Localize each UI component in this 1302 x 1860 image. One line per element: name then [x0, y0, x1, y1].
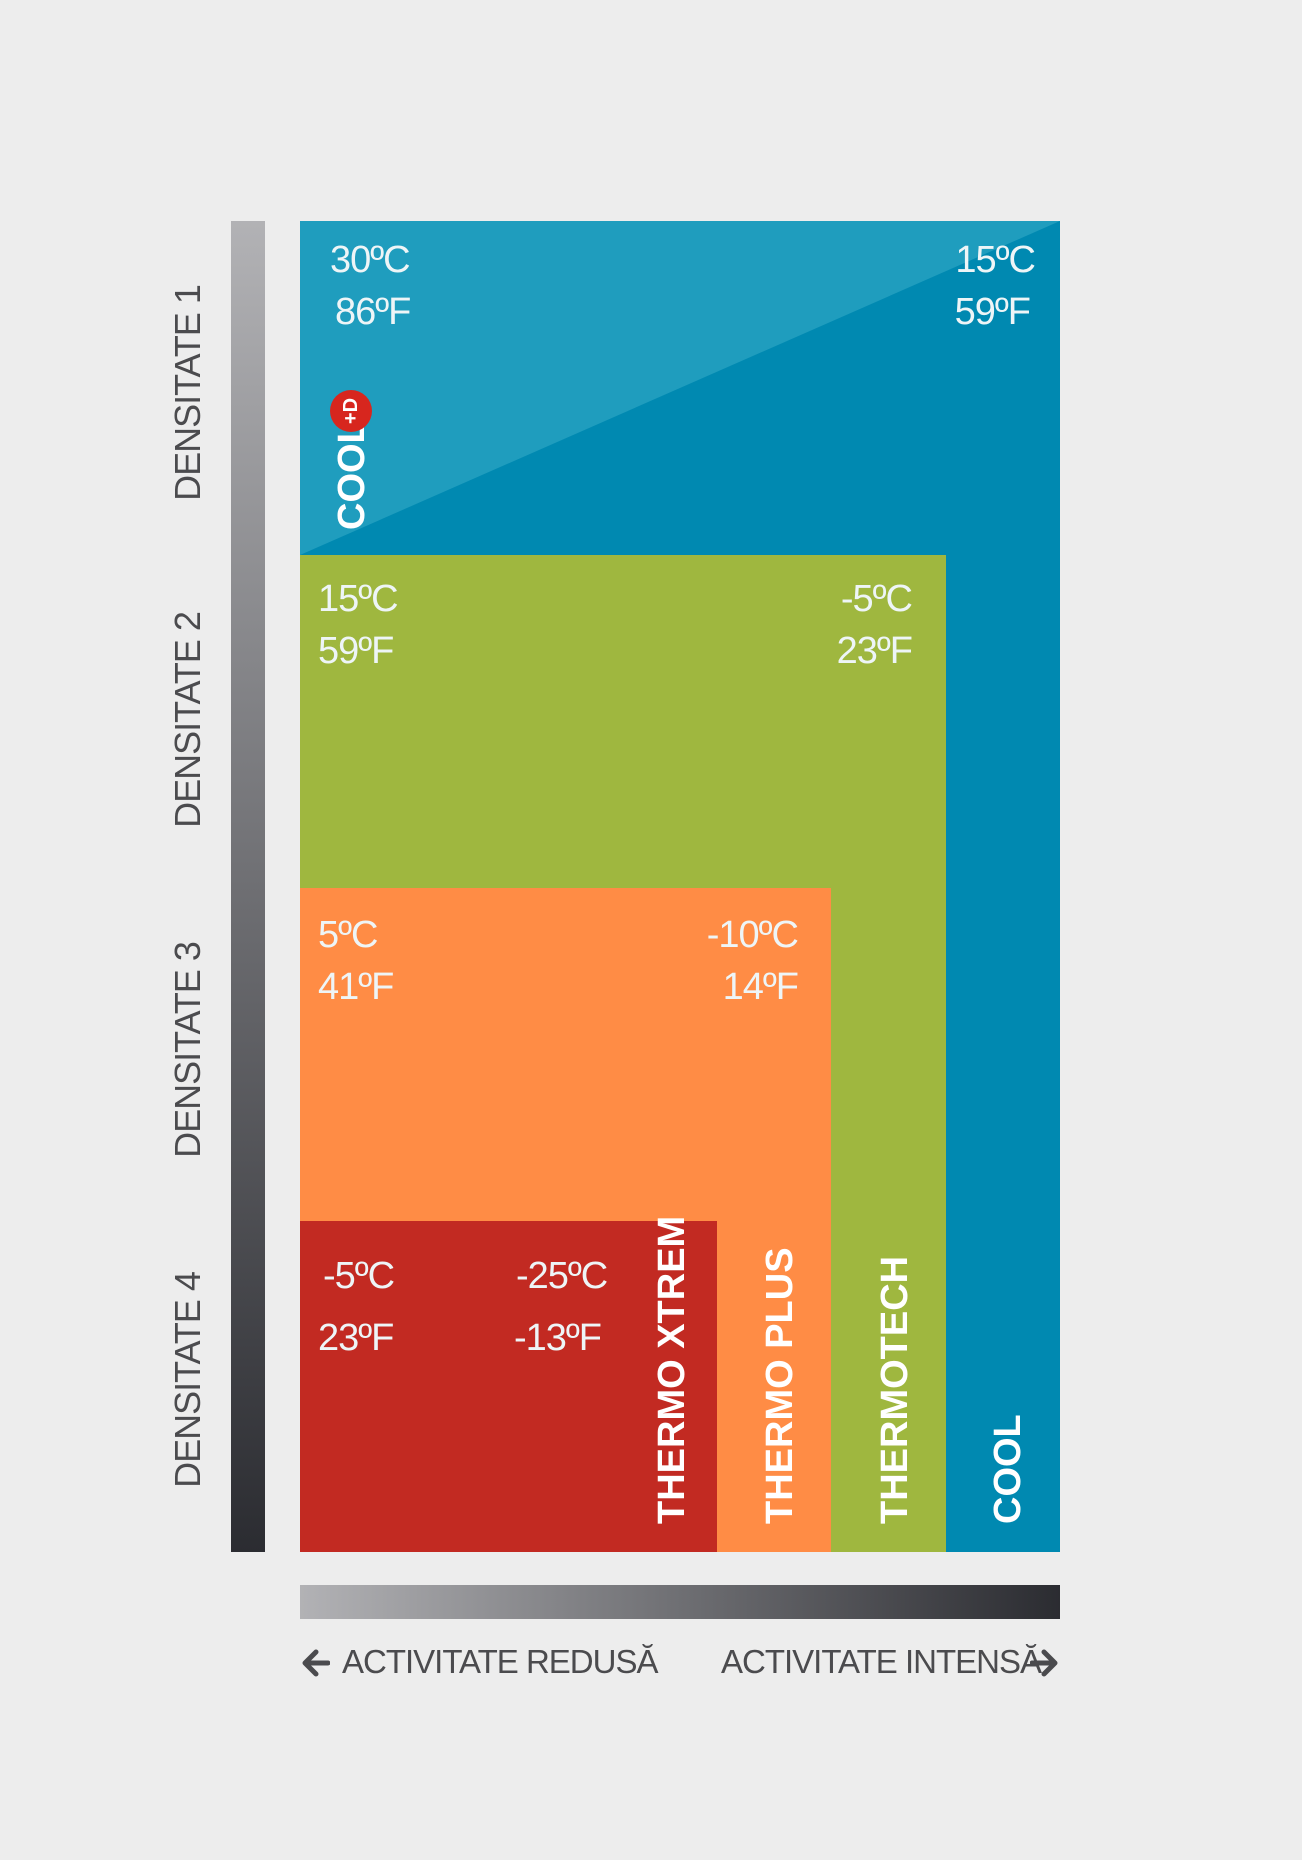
thermotech-low-c: 15ºC [318, 578, 399, 620]
thermo-plus-low-f: 41ºF [318, 966, 394, 1008]
density-label-2: DENSITATE 2 [167, 612, 208, 828]
cool-d-triangle [300, 221, 1060, 555]
thermo-xtrem-high-f: -13ºF [514, 1317, 602, 1359]
cool-d-temp-f: 86ºF [335, 291, 411, 333]
density-label-1: DENSITATE 1 [167, 285, 208, 501]
cool-d-badge: +D [330, 390, 372, 432]
thermo-xtrem-high-c: -25ºC [516, 1255, 608, 1297]
thermo-plus-low-c: 5ºC [318, 914, 378, 956]
activity-high-label: ACTIVITATE INTENSĂ [721, 1643, 1042, 1680]
thermo-xtrem-low-f: 23ºF [318, 1317, 394, 1359]
cool-d-temp-c: 30ºC [330, 239, 411, 281]
density-label-4: DENSITATE 4 [167, 1272, 208, 1488]
thermo-xtrem-region [300, 1221, 717, 1552]
thermotech-name: THERMOTECH [874, 1255, 916, 1524]
cool-name: COOL [987, 1414, 1029, 1524]
cool-d-region [300, 221, 1060, 555]
thermo-plus-name: THERMO PLUS [759, 1247, 801, 1524]
thermo-plus-high-c: -10ºC [706, 914, 799, 956]
thermo-xtrem-name: THERMO XTREM [651, 1215, 693, 1524]
thermotech-low-f: 59ºF [318, 630, 394, 672]
thermotech-high-f: 23ºF [836, 630, 913, 672]
activity-gradient-bar [300, 1585, 1060, 1619]
arrow-right-icon [1030, 1649, 1058, 1677]
activity-low-label: ACTIVITATE REDUSĂ [342, 1643, 658, 1680]
density-label-3: DENSITATE 3 [167, 942, 208, 1158]
density-gradient-bar [231, 221, 265, 1552]
cool-temp-f: 59ºF [954, 291, 1031, 333]
arrow-left-icon [302, 1649, 330, 1677]
thermo-plus-high-f: 14ºF [722, 966, 799, 1008]
cool-d-name: COOL [331, 420, 373, 530]
thermo-xtrem-low-c: -5ºC [323, 1255, 395, 1297]
cool-temp-c: 15ºC [955, 239, 1036, 281]
thermotech-high-c: -5ºC [840, 578, 913, 620]
